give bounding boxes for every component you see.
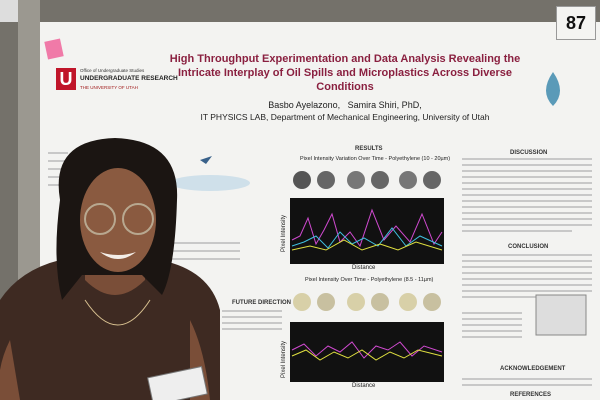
sample-images	[293, 171, 441, 311]
plot-decoration	[291, 227, 443, 249]
arm	[0, 340, 20, 400]
section-heading: ACKNOWLEDGEMENT	[500, 366, 566, 372]
dress	[0, 260, 220, 400]
glasses	[122, 203, 154, 235]
plane-icon	[200, 156, 212, 164]
plot-title: Pixel Intensity Variation Over Time - Po…	[300, 156, 451, 162]
necklace	[84, 299, 151, 326]
section-heading: DISCUSSION	[510, 150, 548, 156]
corner-paper	[0, 0, 18, 22]
utah-logo	[56, 68, 76, 90]
poster-title: High Throughput Experimentation and Data…	[169, 53, 521, 93]
plot-title: Pixel Intensity Over Time - Polyethylene…	[305, 277, 434, 283]
poster-authors: Basbo Ayelazono, Samira Shiri, PhD,	[268, 100, 422, 110]
section-heading: CONCLUSION	[508, 244, 549, 250]
section-heading: RESULTS	[355, 146, 383, 152]
plot-decoration	[291, 349, 443, 361]
plot-decoration	[291, 239, 443, 251]
section-heading: FUTURE DIRECTION	[232, 300, 291, 306]
poster-number: 87	[556, 6, 596, 40]
text-lines	[48, 152, 592, 386]
face	[80, 168, 156, 272]
section-heading: REFERENCES	[510, 392, 552, 398]
apparatus-image	[535, 294, 587, 336]
plot-image	[290, 322, 444, 382]
x-axis-label: Distance	[352, 265, 376, 271]
diagram-oil	[170, 175, 250, 191]
glasses	[84, 203, 116, 235]
logo-program: UNDERGRADUATE RESEARCH	[80, 75, 178, 82]
svg-text:U: U	[60, 69, 73, 89]
plot-decoration	[291, 341, 443, 359]
droplet-logo	[546, 72, 560, 106]
logo-university: THE UNIVERSITY OF UTAH	[80, 85, 138, 90]
smile	[100, 252, 136, 259]
x-axis-label: Distance	[352, 383, 376, 389]
logo-office: Office of Undergraduate Studies	[80, 68, 145, 73]
plot-decoration	[291, 208, 443, 248]
sticky-note	[44, 38, 64, 60]
plot-image	[290, 198, 444, 264]
poster-affiliation: IT PHYSICS LAB, Department of Mechanical…	[200, 112, 490, 122]
